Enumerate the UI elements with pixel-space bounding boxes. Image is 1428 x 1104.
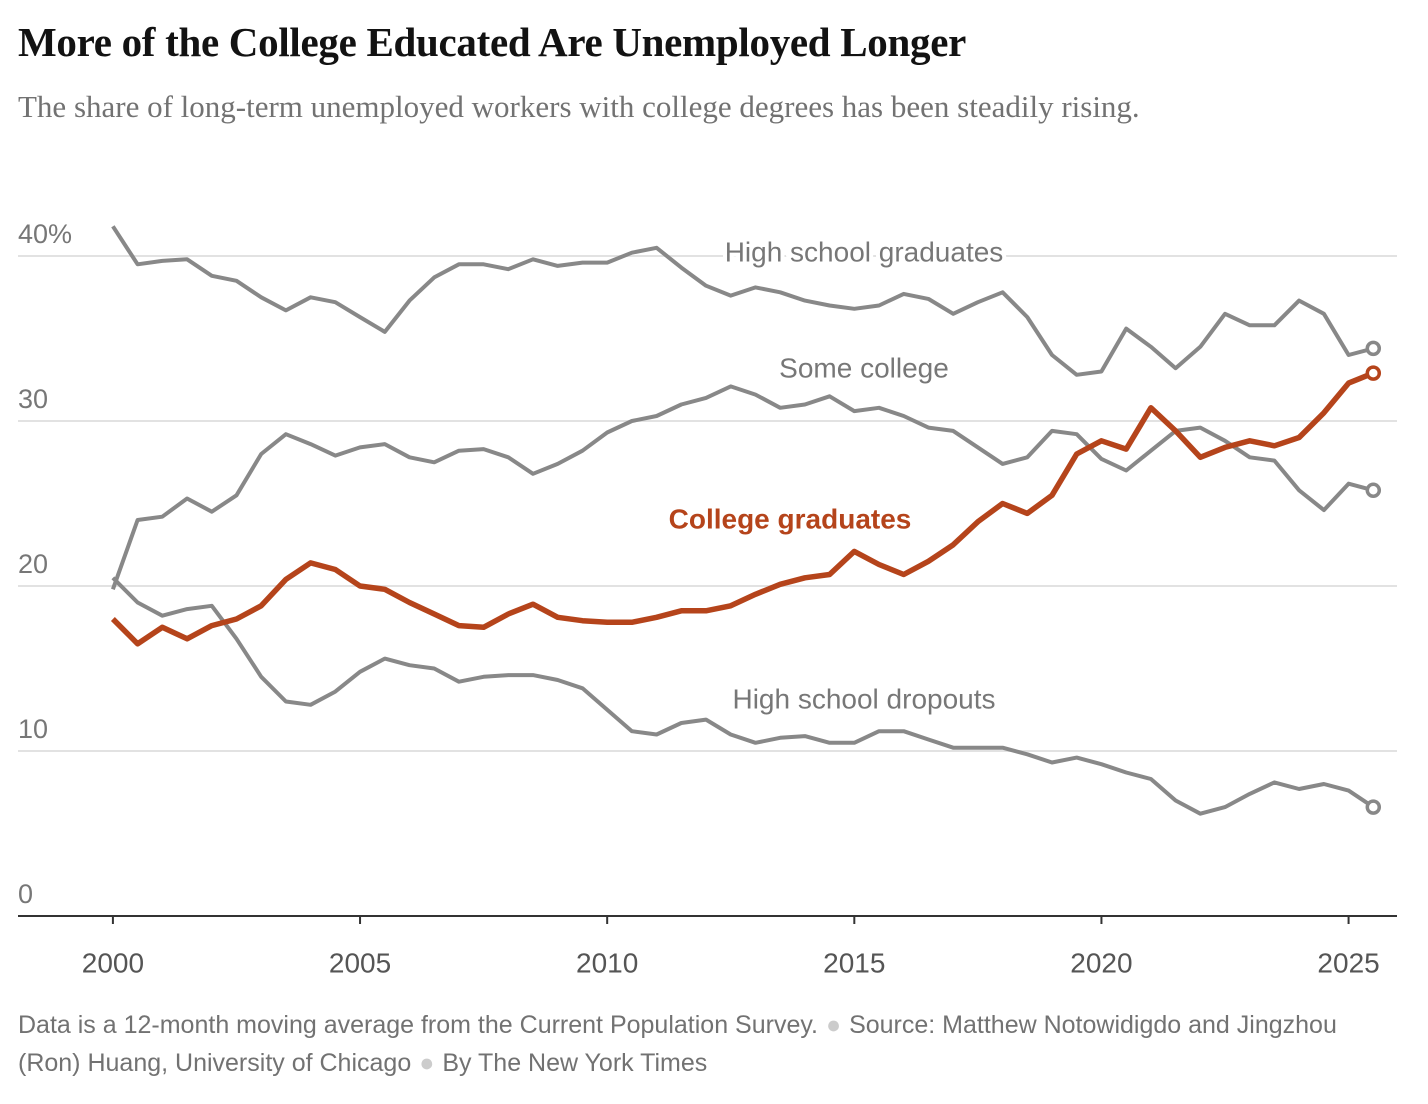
footer: Data is a 12-month moving average from t… [18,1006,1378,1082]
end-point [1365,340,1382,357]
chart-title: More of the College Educated Are Unemplo… [18,19,967,65]
series-line [111,384,1374,590]
chart: 0 10 20 30 40% 2000 2005 2010 2015 2020 2025 High s… [18,219,1397,978]
series-label: Some college [779,352,949,383]
x-tick-label: 2010 [576,947,638,978]
x-tick-label: 2005 [329,947,391,978]
note: Data is a 12-month moving average from t… [18,1011,818,1039]
chart-subtitle: The share of long-term unemployed worker… [18,89,1140,124]
series-label: High school dropouts [732,683,995,714]
series-line [111,576,1375,816]
series-label: High school graduates [725,236,1004,267]
series-line [111,225,1374,377]
end-point [1365,482,1382,499]
y-tick-label: 40% [18,219,72,249]
y-tick-label: 0 [18,879,33,909]
separator: ● [419,1049,435,1077]
x-tick-label: 2025 [1317,947,1379,978]
end-point [1365,365,1382,381]
source: Source: Matthew Notowidigdo and Jingzhou… [18,1011,1337,1077]
credit: By The New York Times [442,1049,708,1077]
series-line [110,370,1375,647]
x-tick-label: 2000 [82,947,144,978]
separator: ● [825,1011,842,1039]
x-tick-label: 2020 [1070,947,1132,978]
x-tick-label: 2015 [823,947,885,978]
series-label: College graduates [669,503,912,534]
y-tick-label: 30 [18,384,48,414]
y-tick-label: 10 [18,714,48,744]
end-point [1365,799,1382,815]
y-tick-label: 20 [18,549,48,579]
